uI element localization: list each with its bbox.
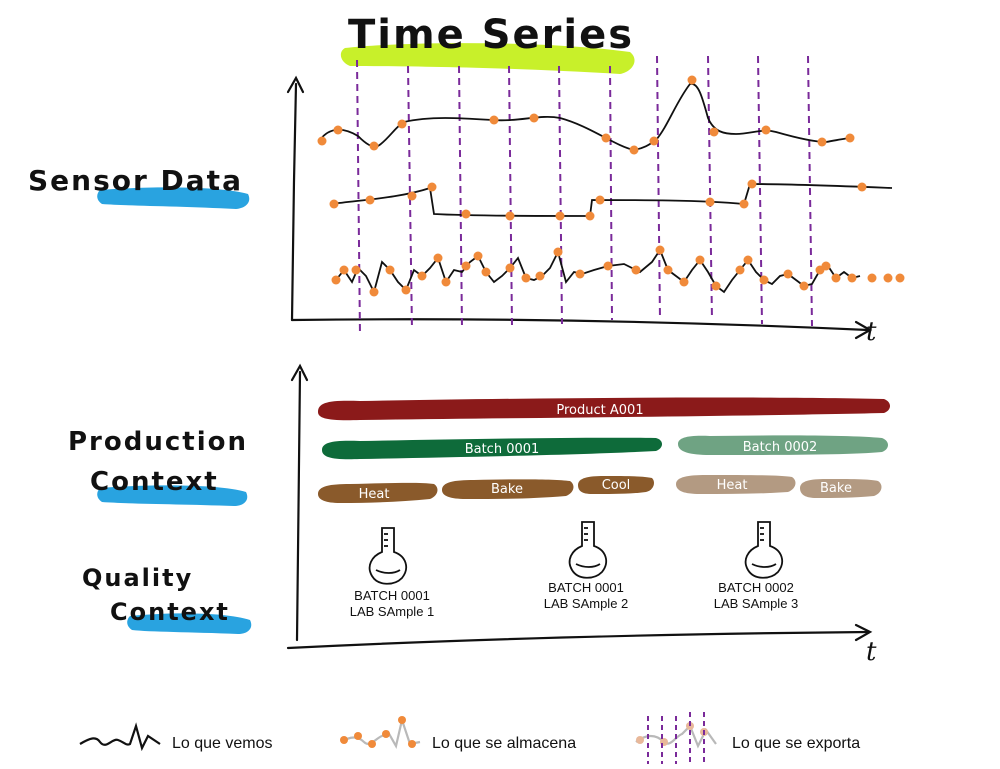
phase-label-heat-2: Heat bbox=[717, 478, 748, 493]
quality-highlight bbox=[127, 613, 252, 634]
batch-bar-0001 bbox=[322, 437, 662, 460]
sensor-axes bbox=[286, 75, 873, 340]
flask-icon bbox=[368, 527, 408, 585]
sample-1-line2: LAB SAmple 1 bbox=[350, 604, 435, 619]
phase-label-bake-2: Bake bbox=[820, 481, 852, 496]
page-title: Time Series bbox=[348, 12, 634, 58]
phase-bar-heat-1 bbox=[318, 482, 438, 503]
sample-1-line1: BATCH 0001 bbox=[354, 588, 430, 603]
phase-label-cool: Cool bbox=[602, 478, 631, 493]
context-axes bbox=[286, 363, 873, 650]
phase-label-bake-1: Bake bbox=[491, 482, 523, 497]
title-highlight bbox=[340, 43, 635, 74]
phase-bar-heat-2 bbox=[676, 475, 796, 494]
sensor-signal-2 bbox=[331, 183, 893, 217]
sensor-highlight bbox=[97, 187, 250, 209]
sample-2-line2: LAB SAmple 2 bbox=[544, 596, 629, 611]
legend-seen-icon bbox=[79, 722, 161, 752]
phase-bar-bake-1 bbox=[442, 479, 574, 499]
batch-bar-0002-label: Batch 0002 bbox=[743, 440, 818, 455]
sample-3-line2: LAB SAmple 3 bbox=[714, 596, 799, 611]
production-label-line2: Context bbox=[90, 467, 219, 497]
sensor-data-label: Sensor Data bbox=[28, 164, 243, 197]
flask-icon bbox=[568, 521, 608, 579]
production-label-line1: Production bbox=[68, 427, 248, 457]
phase-label-heat-1: Heat bbox=[359, 487, 390, 502]
quality-label-line1: Quality bbox=[82, 564, 193, 592]
sensor-signal-3 bbox=[335, 248, 861, 295]
sensor-signal-1 bbox=[319, 83, 853, 151]
phase-bar-bake-2 bbox=[800, 479, 882, 498]
product-bar bbox=[318, 397, 890, 421]
sample-3-line1: BATCH 0002 bbox=[718, 580, 794, 595]
legend-stored-icon bbox=[340, 715, 421, 749]
quality-label-line2: Context bbox=[110, 598, 230, 626]
legend-exported-icon bbox=[635, 712, 717, 764]
production-highlight bbox=[97, 485, 248, 506]
phase-bar-cool bbox=[578, 476, 654, 494]
export-lines bbox=[356, 55, 813, 337]
sample-2-line1: BATCH 0001 bbox=[548, 580, 624, 595]
batch-bar-0002 bbox=[678, 435, 888, 455]
legend-seen-label: Lo que vemos bbox=[172, 735, 273, 752]
sensor-time-axis-label: t bbox=[866, 317, 877, 347]
legend-exported-label: Lo que se exporta bbox=[732, 735, 860, 752]
context-time-axis-label: t bbox=[866, 637, 877, 667]
legend-stored-label: Lo que se almacena bbox=[432, 735, 576, 752]
batch-bar-0001-label: Batch 0001 bbox=[465, 442, 540, 457]
product-bar-label: Product A001 bbox=[556, 403, 643, 418]
stored-points bbox=[317, 75, 905, 297]
flask-icon bbox=[744, 521, 784, 579]
